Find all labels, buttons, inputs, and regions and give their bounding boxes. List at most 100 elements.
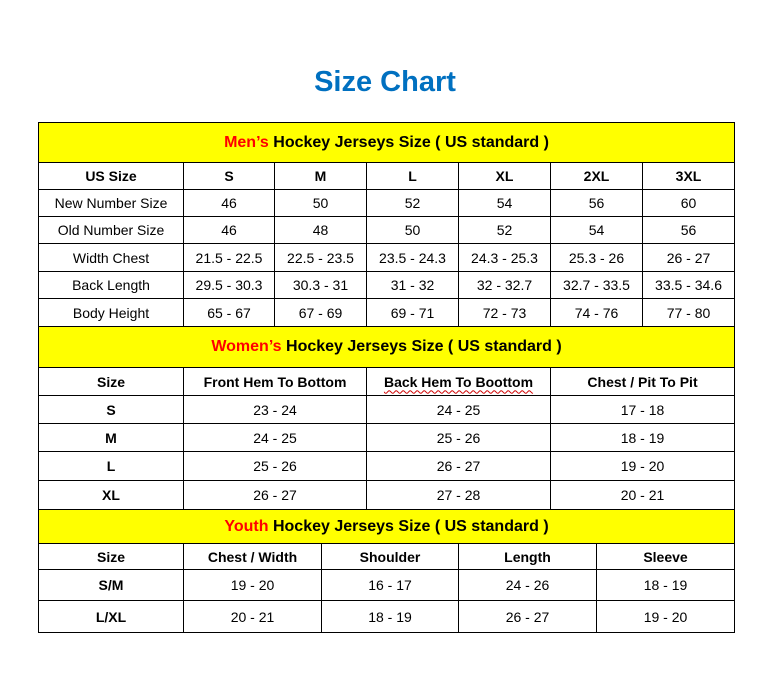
table-cell: 60 [641, 189, 736, 217]
table-cell: 32 - 32.7 [458, 271, 551, 299]
column-header: Chest / Pit To Pit [549, 367, 736, 396]
table-cell: 24 - 26 [458, 569, 597, 601]
table-cell: 18 - 19 [549, 423, 736, 452]
column-header-label: Chest / Width [207, 548, 298, 565]
column-header-label: Back Hem To Boottom [383, 373, 534, 390]
table-cell: 24 - 25 [366, 395, 551, 424]
table-cell: 25 - 26 [183, 451, 367, 481]
column-header: US Size [38, 162, 184, 190]
table-cell: 67 - 69 [274, 298, 367, 327]
table-cell: 17 - 18 [549, 395, 736, 424]
column-header-label: Shoulder [359, 548, 421, 565]
row-label: XL [38, 480, 184, 510]
column-header: Size [38, 367, 184, 396]
table-cell: 20 - 21 [549, 480, 736, 510]
womens-size-table: Women’s Hockey Jerseys Size ( US standar… [37, 326, 736, 510]
column-header-label: L [408, 168, 417, 184]
table-row: L 25 - 26 26 - 27 19 - 20 [38, 451, 736, 481]
column-header-label: Length [504, 548, 551, 565]
column-header: Front Hem To Bottom [183, 367, 367, 396]
column-header: 3XL [641, 162, 736, 190]
table-cell: 26 - 27 [366, 451, 551, 481]
column-header: Shoulder [321, 543, 459, 570]
mens-size-table: Men’s Hockey Jerseys Size ( US standard … [37, 122, 736, 327]
row-label: New Number Size [38, 189, 184, 217]
column-header-label: 2XL [583, 168, 610, 184]
table-cell: 50 [274, 189, 367, 217]
column-header: S [183, 162, 275, 190]
column-header: Chest / Width [183, 543, 322, 570]
table-cell: 19 - 20 [595, 600, 736, 633]
row-label: L [38, 451, 184, 481]
table-cell: 26 - 27 [641, 243, 736, 272]
table-cell: 23 - 24 [183, 395, 367, 424]
table-cell: 46 [183, 189, 275, 217]
column-header-label: Size [96, 548, 125, 565]
column-header: 2XL [550, 162, 643, 190]
section-header-accent: Men’s [224, 133, 269, 151]
table-cell: 23.5 - 24.3 [366, 243, 459, 272]
table-cell: 25.3 - 26 [550, 243, 643, 272]
column-header-row: Size Front Hem To Bottom Back Hem To Boott… [38, 367, 736, 396]
table-cell: 74 - 76 [550, 298, 643, 327]
table-cell: 48 [274, 216, 367, 244]
table-cell: 54 [458, 189, 551, 217]
table-cell: 20 - 21 [183, 600, 322, 633]
row-label: S [38, 395, 184, 424]
table-cell: 32.7 - 33.5 [550, 271, 643, 299]
table-cell: 21.5 - 22.5 [183, 243, 275, 272]
table-row: Old Number Size 46 48 50 52 54 56 [38, 216, 736, 244]
column-header-label: US Size [85, 168, 137, 184]
table-row: Back Length 29.5 - 30.3 30.3 - 31 31 - 32 32… [38, 271, 736, 299]
section-header-text: Hockey Jerseys Size ( US standard ) [281, 338, 562, 355]
column-header-label: Size [96, 373, 125, 390]
table-cell: 33.5 - 34.6 [641, 271, 736, 299]
table-row: S 23 - 24 24 - 25 17 - 18 [38, 395, 736, 424]
column-header-label: Sleeve [643, 548, 688, 565]
table-cell: 27 - 28 [366, 480, 551, 510]
column-header-label: S [224, 168, 234, 184]
table-cell: 24.3 - 25.3 [458, 243, 551, 272]
section-header-accent: Women’s [211, 338, 282, 355]
column-header-label: Front Hem To Bottom [203, 373, 347, 390]
table-cell: 30.3 - 31 [274, 271, 367, 299]
row-label: M [38, 423, 184, 452]
section-header-accent: Youth [224, 517, 269, 535]
table-row: Body Height 65 - 67 67 - 69 69 - 71 72 - 73 7… [38, 298, 736, 327]
row-label: S/M [38, 569, 184, 601]
table-cell: 19 - 20 [549, 451, 736, 481]
table-cell: 72 - 73 [458, 298, 551, 327]
table-cell: 46 [183, 216, 275, 244]
row-label: Back Length [38, 271, 184, 299]
table-cell: 31 - 32 [366, 271, 459, 299]
table-cell: 16 - 17 [321, 569, 459, 601]
column-header: Sleeve [595, 543, 736, 570]
section-header-text: Hockey Jerseys Size ( US standard ) [268, 133, 549, 151]
table-row: L/XL 20 - 21 18 - 19 26 - 27 19 - 20 [38, 600, 736, 633]
table-cell: 24 - 25 [183, 423, 367, 452]
column-header: Size [38, 543, 184, 570]
table-cell: 65 - 67 [183, 298, 275, 327]
size-chart: Men’s Hockey Jerseys Size ( US standard … [37, 122, 736, 633]
table-cell: 52 [458, 216, 551, 244]
table-row: New Number Size 46 50 52 54 56 60 [38, 189, 736, 217]
table-cell: 77 - 80 [641, 298, 736, 327]
table-cell: 26 - 27 [183, 480, 367, 510]
table-cell: 69 - 71 [366, 298, 459, 327]
column-header-label: Chest / Pit To Pit [587, 373, 698, 390]
column-header-row: US Size S M L XL 2XL 3XL [38, 162, 736, 190]
column-header-label: 3XL [675, 168, 702, 184]
table-cell: 26 - 27 [458, 600, 597, 633]
table-cell: 25 - 26 [366, 423, 551, 452]
youth-section-header: Youth Hockey Jerseys Size ( US standard … [37, 509, 736, 544]
column-header: Length [458, 543, 597, 570]
womens-section-header: Women’s Hockey Jerseys Size ( US standar… [37, 326, 736, 368]
column-header: XL [458, 162, 551, 190]
row-label: Width Chest [38, 243, 184, 272]
table-cell: 54 [550, 216, 643, 244]
column-header-row: Size Chest / Width Shoulder Length Sleeve [38, 543, 736, 570]
table-cell: 52 [366, 189, 459, 217]
column-header-label: M [314, 168, 327, 184]
row-label: L/XL [38, 600, 184, 633]
mens-section-header: Men’s Hockey Jerseys Size ( US standard … [37, 122, 736, 163]
